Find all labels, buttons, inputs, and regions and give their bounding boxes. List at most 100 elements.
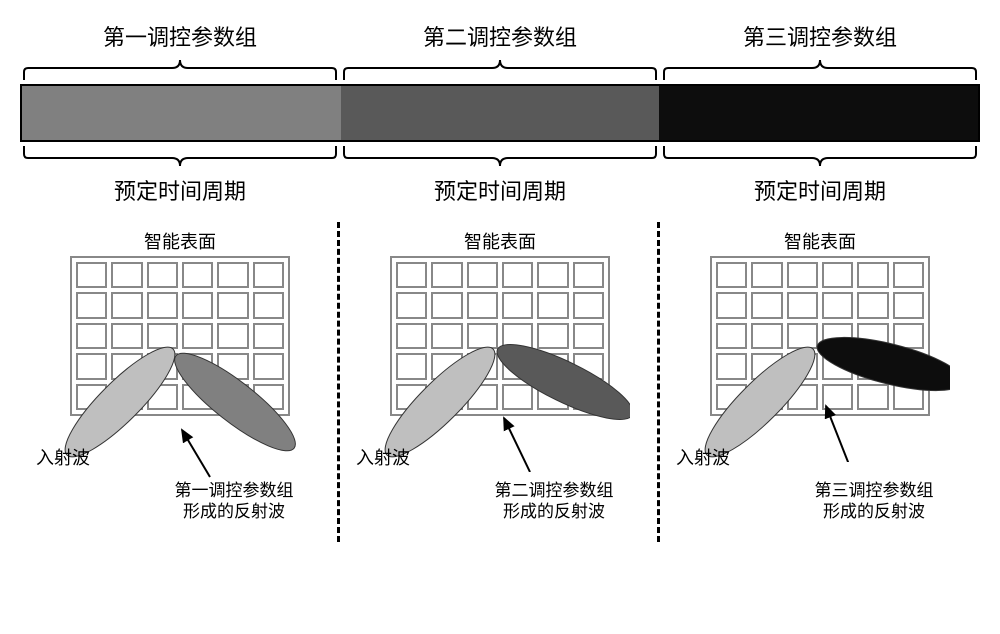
- top-label-row: 第一调控参数组 第二调控参数组 第三调控参数组: [20, 20, 980, 56]
- bar-segment-3: [659, 86, 978, 140]
- grid-cell: [822, 323, 853, 349]
- grid-cell: [751, 292, 782, 318]
- top-label-2: 第二调控参数组: [340, 20, 660, 56]
- grid-cell: [182, 323, 213, 349]
- grid-cell: [787, 292, 818, 318]
- top-label-3: 第三调控参数组: [660, 20, 980, 56]
- grid-cell: [787, 323, 818, 349]
- grid-cell: [751, 384, 782, 410]
- incident-label-2: 入射波: [356, 444, 410, 470]
- grid-cell: [111, 353, 142, 379]
- grid-cell: [217, 292, 248, 318]
- surface-grid-3: [710, 256, 930, 416]
- grid-cell: [537, 292, 568, 318]
- reflected-label-2-line2: 形成的反射波: [503, 502, 605, 521]
- grid-cell: [217, 262, 248, 288]
- grid-cell: [253, 292, 284, 318]
- panel-2: 智能表面 入射波 第二调控参数组 形成的反射波: [340, 222, 660, 542]
- grid-cell: [537, 262, 568, 288]
- grid-cell: [893, 292, 924, 318]
- grid-cell: [857, 323, 888, 349]
- surface-grid-2: [390, 256, 610, 416]
- surface-label-1: 智能表面: [144, 228, 216, 254]
- reflected-label-2: 第二调控参数组 形成的反射波: [454, 480, 654, 523]
- grid-cell: [502, 384, 533, 410]
- grid-cell: [537, 323, 568, 349]
- grid-cell: [822, 262, 853, 288]
- grid-cell: [396, 323, 427, 349]
- top-label-1: 第一调控参数组: [20, 20, 340, 56]
- surface-label-2: 智能表面: [464, 228, 536, 254]
- grid-cell: [893, 384, 924, 410]
- bottom-brace-2: [340, 142, 660, 170]
- grid-cell: [147, 384, 178, 410]
- grid-cell: [716, 353, 747, 379]
- grid-cell: [893, 323, 924, 349]
- grid-cell: [857, 262, 888, 288]
- grid-cell: [76, 262, 107, 288]
- grid-cell: [253, 384, 284, 410]
- grid-cell: [396, 353, 427, 379]
- grid-cell: [787, 262, 818, 288]
- bottom-brace-3: [660, 142, 980, 170]
- grid-cell: [147, 262, 178, 288]
- grid-cell: [467, 262, 498, 288]
- reflected-label-1-line2: 形成的反射波: [183, 502, 285, 521]
- grid-cell: [431, 292, 462, 318]
- grid-cell: [111, 292, 142, 318]
- grid-cell: [111, 384, 142, 410]
- bottom-label-3: 预定时间周期: [660, 170, 980, 206]
- bottom-label-2: 预定时间周期: [340, 170, 660, 206]
- grid-cell: [253, 323, 284, 349]
- grid-cell: [182, 384, 213, 410]
- grid-cell: [467, 384, 498, 410]
- grid-cell: [893, 353, 924, 379]
- color-bar: [20, 84, 980, 142]
- grid-cell: [573, 292, 604, 318]
- figure-root: 第一调控参数组 第二调控参数组 第三调控参数组: [20, 20, 980, 542]
- panel-3: 智能表面 入射波 第三调控参数组 形成的反射波: [660, 222, 980, 542]
- bottom-brace-row: [20, 142, 980, 170]
- grid-cell: [396, 262, 427, 288]
- grid-cell: [573, 323, 604, 349]
- grid-cell: [537, 384, 568, 410]
- top-brace-1: [20, 56, 340, 84]
- reflected-label-3: 第三调控参数组 形成的反射波: [774, 480, 974, 523]
- grid-cell: [822, 292, 853, 318]
- grid-cell: [716, 262, 747, 288]
- arrow-icon-1: [170, 422, 230, 482]
- reflected-label-1-line1: 第一调控参数组: [175, 481, 294, 500]
- grid-cell: [147, 323, 178, 349]
- grid-cell: [467, 353, 498, 379]
- arrow-icon-3: [810, 402, 870, 462]
- grid-cell: [893, 262, 924, 288]
- grid-cell: [467, 292, 498, 318]
- grid-cell: [182, 353, 213, 379]
- grid-cell: [751, 353, 782, 379]
- grid-cell: [111, 323, 142, 349]
- grid-cell: [431, 323, 462, 349]
- grid-cell: [857, 292, 888, 318]
- bottom-label-row: 预定时间周期 预定时间周期 预定时间周期: [20, 170, 980, 206]
- grid-cell: [76, 292, 107, 318]
- grid-cell: [396, 292, 427, 318]
- bottom-brace-1: [20, 142, 340, 170]
- grid-cell: [396, 384, 427, 410]
- reflected-label-3-line2: 形成的反射波: [823, 502, 925, 521]
- grid-cell: [502, 323, 533, 349]
- reflected-label-2-line1: 第二调控参数组: [495, 481, 614, 500]
- grid-cell: [147, 353, 178, 379]
- grid-cell: [573, 384, 604, 410]
- grid-cell: [573, 353, 604, 379]
- grid-cell: [111, 262, 142, 288]
- grid-cell: [76, 384, 107, 410]
- grid-cell: [502, 262, 533, 288]
- grid-cell: [502, 353, 533, 379]
- panels-row: 智能表面 入射波 第一调控参数组 形成的反射波 智能表面: [20, 222, 980, 542]
- top-brace-2: [340, 56, 660, 84]
- incident-label-1: 入射波: [36, 444, 90, 470]
- grid-cell: [431, 262, 462, 288]
- grid-cell: [217, 323, 248, 349]
- grid-cell: [822, 353, 853, 379]
- bar-segment-2: [341, 86, 660, 140]
